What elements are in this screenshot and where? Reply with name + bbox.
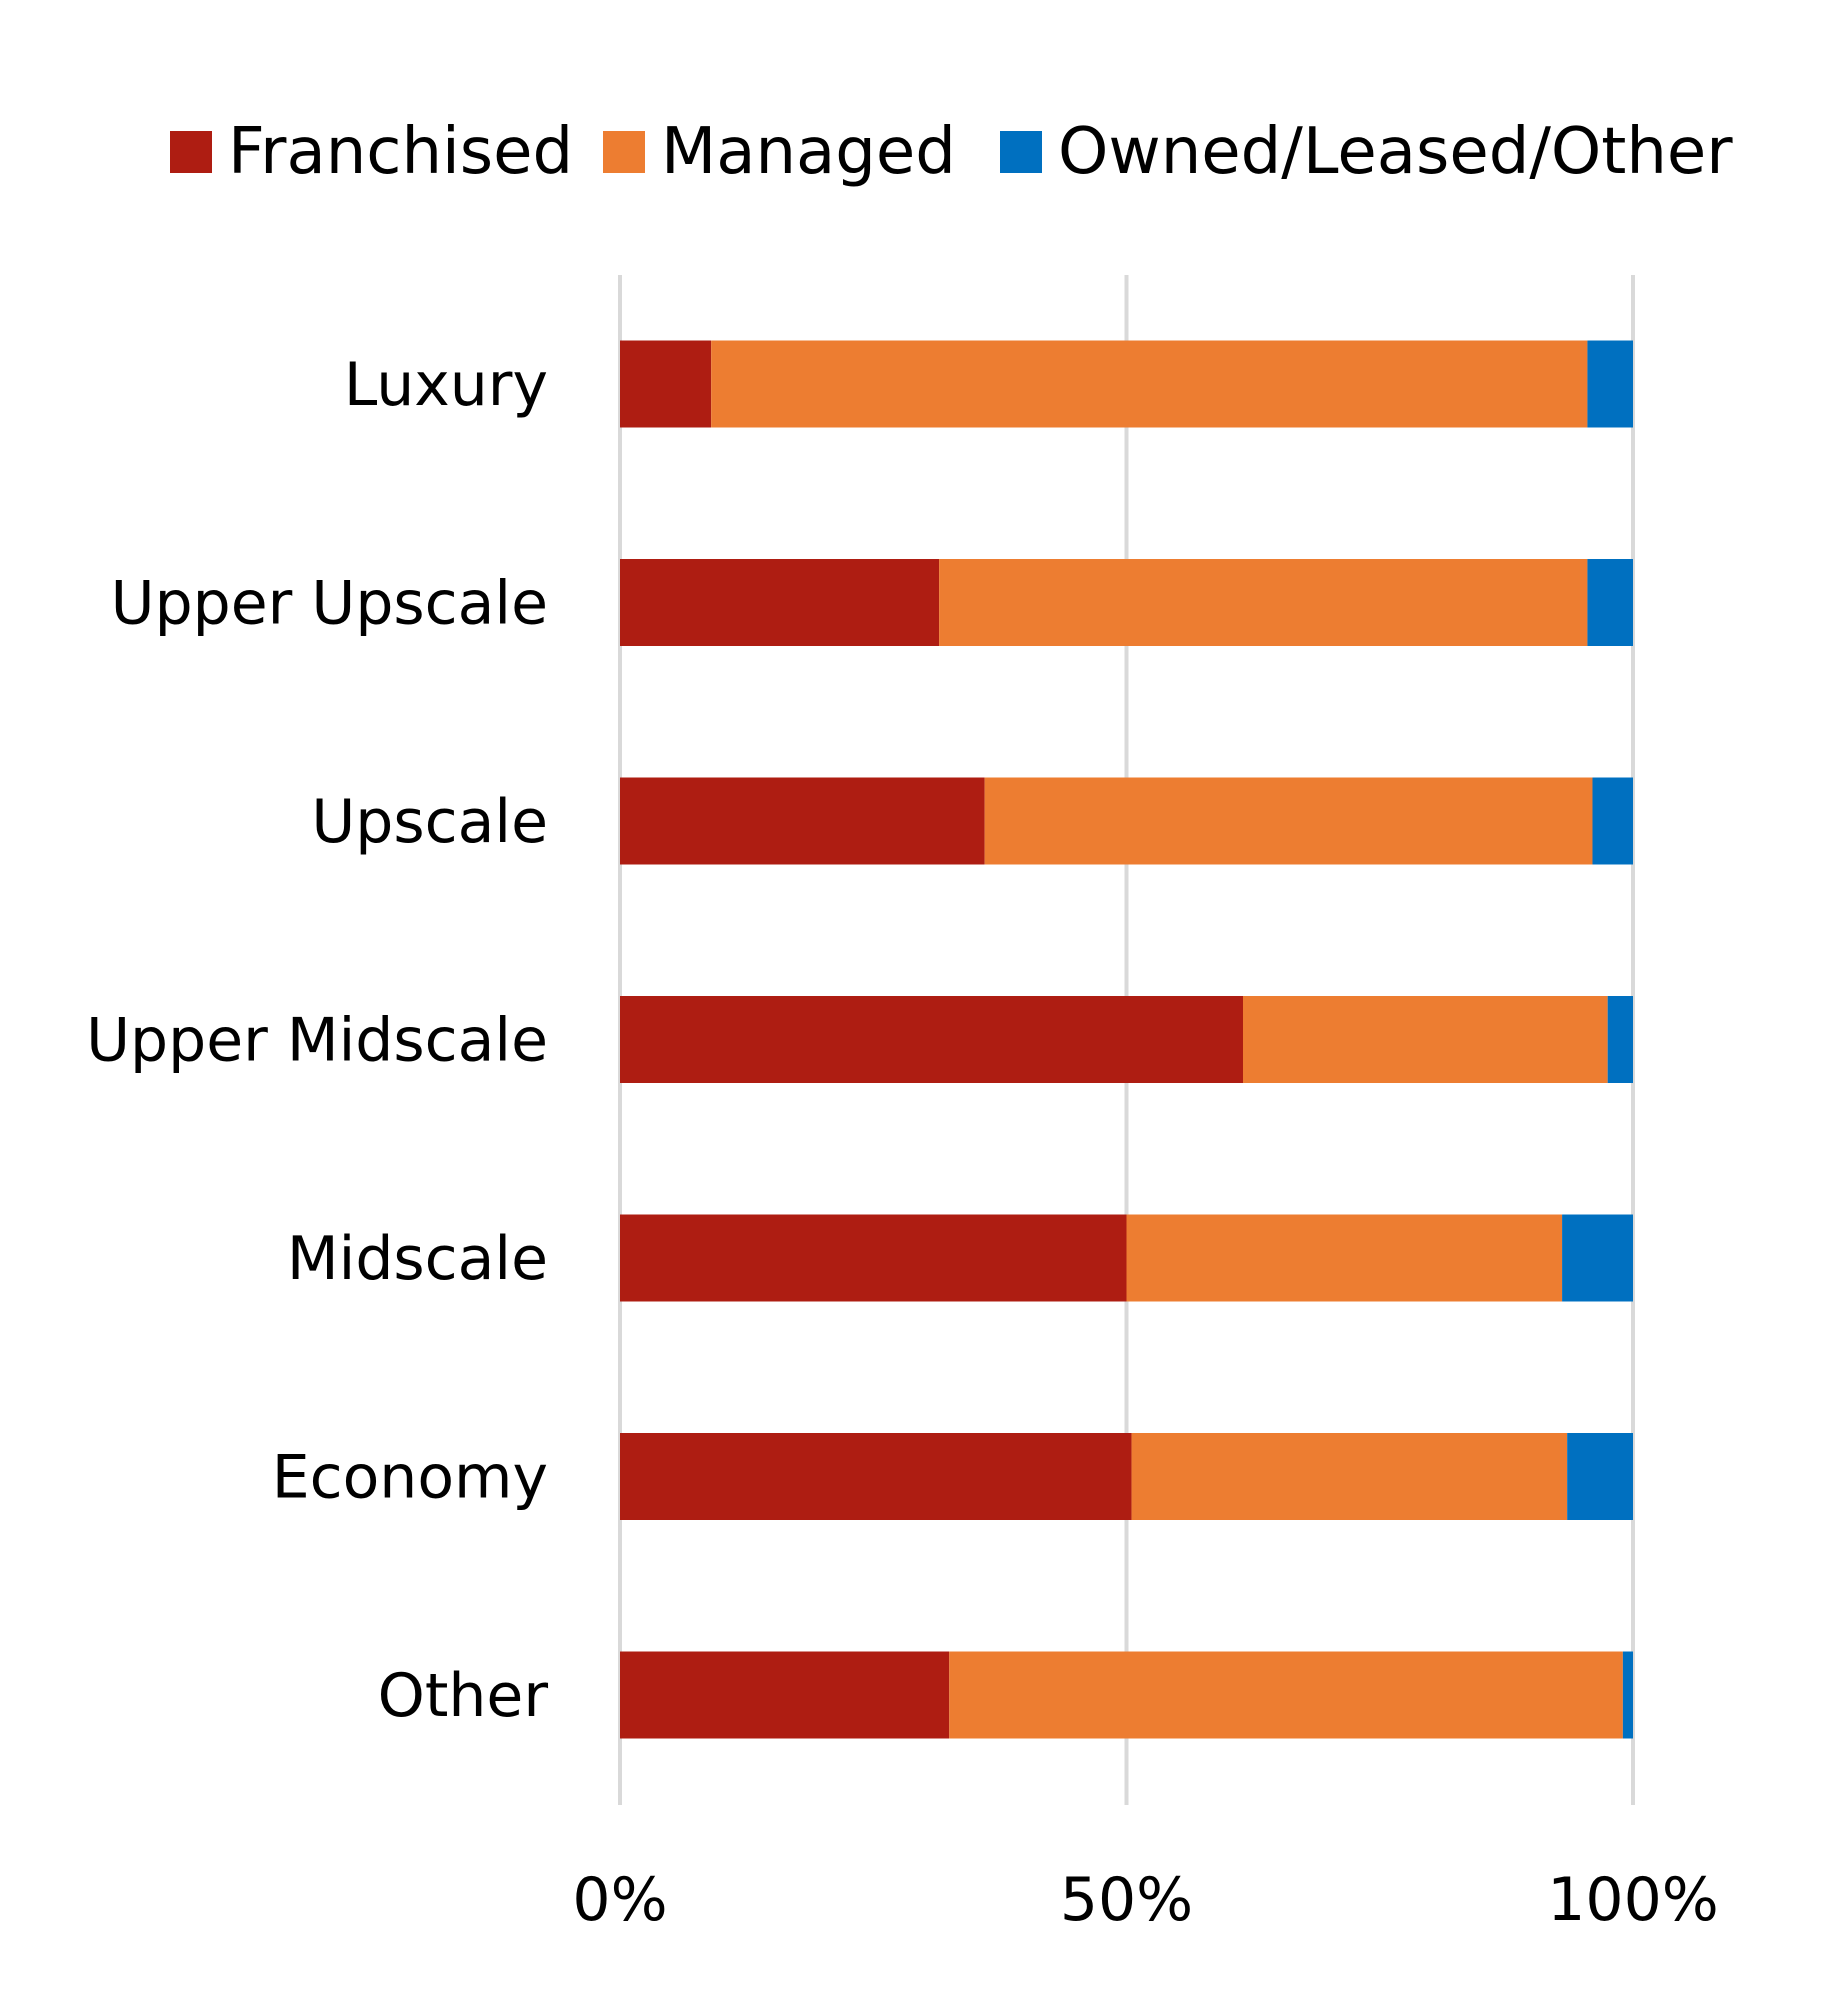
chart-bars <box>620 340 1633 1739</box>
category-label-economy: Economy <box>272 1443 548 1513</box>
bar-upper-midscale-owned-leased-other <box>1607 996 1633 1083</box>
bar-midscale-owned-leased-other <box>1562 1214 1633 1302</box>
legend-label-franchised: Franchised <box>228 115 573 189</box>
category-axis-labels: Luxury Upper Upscale Upscale Upper Midscale… <box>86 350 548 1731</box>
bar-economy-managed <box>1131 1433 1568 1520</box>
bar-economy-franchised <box>620 1433 1132 1520</box>
bar-luxury-franchised <box>620 340 712 428</box>
x-tick-label-100: 100% <box>1547 1865 1719 1935</box>
bar-upper-upscale-owned-leased-other <box>1587 559 1633 646</box>
bar-upscale-franchised <box>620 777 985 865</box>
bar-other-owned-leased-other <box>1622 1651 1633 1739</box>
x-tick-label-50: 50% <box>1060 1865 1193 1935</box>
category-label-midscale: Midscale <box>287 1224 548 1294</box>
legend-swatch-owned-leased-other <box>1000 131 1042 173</box>
bar-upscale-managed <box>984 777 1593 865</box>
chart-legend: Franchised Managed Owned/Leased/Other <box>170 115 1733 189</box>
legend-label-managed: Managed <box>661 115 956 189</box>
bar-luxury-managed <box>711 340 1588 428</box>
value-axis-tick-labels: 0% 50% 100% <box>572 1865 1718 1935</box>
bar-upper-upscale-managed <box>939 559 1588 646</box>
bar-luxury-owned-leased-other <box>1587 340 1633 428</box>
bar-economy-owned-leased-other <box>1567 1433 1633 1520</box>
bar-other-managed <box>949 1651 1623 1739</box>
bar-other-franchised <box>620 1651 950 1739</box>
bar-midscale-franchised <box>620 1214 1127 1302</box>
bar-upscale-owned-leased-other <box>1592 777 1633 865</box>
legend-swatch-managed <box>603 131 645 173</box>
category-label-upper-upscale: Upper Upscale <box>111 569 548 639</box>
x-tick-label-0: 0% <box>572 1865 667 1935</box>
category-label-upscale: Upscale <box>311 787 548 857</box>
legend-label-owned-leased-other: Owned/Leased/Other <box>1058 115 1733 189</box>
category-label-upper-midscale: Upper Midscale <box>86 1006 548 1076</box>
bar-upper-midscale-franchised <box>620 996 1243 1083</box>
bar-upper-upscale-franchised <box>620 559 940 646</box>
legend-swatch-franchised <box>170 131 212 173</box>
bar-upper-midscale-managed <box>1242 996 1608 1083</box>
category-label-other: Other <box>378 1661 549 1731</box>
category-label-luxury: Luxury <box>344 350 548 420</box>
bar-midscale-managed <box>1126 1214 1563 1302</box>
